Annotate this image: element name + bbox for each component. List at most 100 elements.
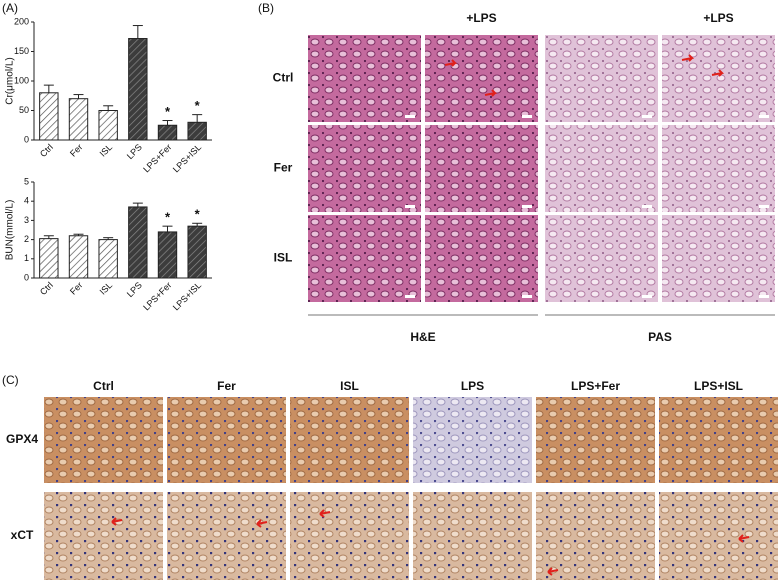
micrograph (308, 125, 421, 212)
arrow (681, 54, 695, 62)
significance-mark: * (195, 98, 201, 113)
micrograph (662, 35, 775, 122)
arrow (256, 519, 268, 528)
micrograph (413, 492, 532, 580)
x-tick-label: LPS+ISL (171, 142, 203, 174)
x-tick-label: LPS (125, 142, 144, 161)
column-header: +LPS (466, 11, 496, 25)
y-tick-label: 0 (24, 272, 29, 282)
bar (68, 235, 89, 279)
scale-bar (522, 295, 532, 298)
error-bar (162, 225, 173, 232)
bar (128, 206, 148, 279)
x-tick-label: Fer (68, 280, 85, 297)
scale-bar (642, 115, 652, 118)
scale-bar (522, 115, 532, 118)
column-header: Ctrl (93, 379, 114, 393)
y-tick-label: 2 (24, 234, 29, 244)
micrograph (290, 492, 409, 580)
arrow (484, 89, 498, 97)
micrograph (308, 35, 421, 122)
row-label: xCT (11, 528, 34, 542)
scale-bar (759, 295, 769, 298)
scale-bar (642, 295, 652, 298)
arrow (738, 534, 750, 543)
x-tick-label: LPS+Fer (141, 142, 173, 174)
y-axis-label: Cr(μmol/L) (5, 57, 16, 104)
bar (98, 239, 118, 279)
stain-label: H&E (410, 330, 435, 344)
significance-mark: * (165, 104, 171, 119)
micrograph (308, 215, 421, 302)
micrograph (425, 215, 538, 302)
arrow (547, 567, 559, 576)
micrograph (167, 397, 286, 483)
y-tick-label: 100 (14, 75, 29, 85)
x-tick-label: ISL (98, 142, 115, 159)
micrograph (659, 397, 778, 483)
micrograph (44, 492, 163, 580)
column-header: +LPS (703, 11, 733, 25)
micrograph (536, 397, 655, 483)
y-tick-label: 1 (24, 253, 29, 263)
micrograph (536, 492, 655, 580)
row-label: GPX4 (6, 432, 38, 446)
row-label: Fer (274, 161, 293, 175)
error-bar (132, 202, 143, 207)
micrograph (662, 215, 775, 302)
row-label: Ctrl (273, 71, 294, 85)
bar (39, 238, 59, 279)
micrograph (425, 35, 538, 122)
scale-bar (405, 115, 415, 118)
micrograph (167, 492, 286, 580)
error-bar (103, 237, 114, 240)
significance-mark: * (195, 207, 201, 222)
micrograph (545, 35, 658, 122)
error-bar (73, 233, 84, 236)
error-bar (103, 105, 114, 111)
y-tick-label: 50 (19, 105, 29, 115)
panel-label: (A) (2, 1, 18, 15)
scale-bar (759, 205, 769, 208)
error-bar (73, 94, 84, 99)
scale-bar (642, 205, 652, 208)
panel-label: (B) (258, 1, 274, 15)
bar (128, 38, 148, 141)
bar (98, 110, 118, 141)
micrograph (662, 125, 775, 212)
bar (157, 124, 178, 141)
row-label: ISL (274, 251, 293, 265)
bar (187, 225, 207, 279)
column-header: LPS+Fer (571, 379, 620, 393)
bar (187, 121, 207, 141)
x-tick-label: Ctrl (38, 142, 55, 159)
significance-mark: * (165, 210, 171, 225)
bar (157, 231, 178, 279)
micrograph (659, 492, 778, 580)
arrow (319, 509, 331, 518)
column-header: LPS (461, 379, 484, 393)
bar (39, 92, 59, 141)
scale-bar (522, 205, 532, 208)
y-tick-label: 4 (24, 196, 29, 206)
x-tick-label: LPS+Fer (141, 280, 173, 312)
x-tick-label: LPS (125, 280, 144, 299)
micrograph (413, 397, 532, 483)
bar (68, 98, 89, 141)
x-tick-label: ISL (98, 280, 115, 297)
scale-bar (759, 115, 769, 118)
error-bar (132, 25, 143, 39)
panel-label: (C) (2, 373, 19, 387)
error-bar (192, 222, 203, 227)
micrograph (545, 125, 658, 212)
y-tick-label: 5 (24, 176, 29, 186)
column-header: Fer (217, 379, 236, 393)
y-axis-label: BUN(mmol/L) (5, 200, 16, 261)
scale-bar (405, 295, 415, 298)
micrograph (545, 215, 658, 302)
x-tick-label: LPS+ISL (171, 280, 203, 312)
y-tick-label: 0 (24, 134, 29, 144)
column-header: ISL (340, 379, 359, 393)
error-bar (43, 235, 54, 239)
